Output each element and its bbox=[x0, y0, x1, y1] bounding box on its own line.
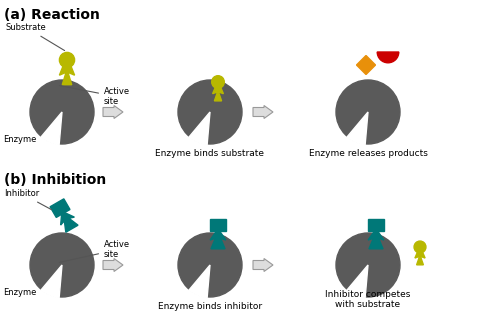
Circle shape bbox=[336, 233, 400, 297]
Circle shape bbox=[178, 233, 242, 297]
Text: Enzyme: Enzyme bbox=[3, 283, 40, 297]
Polygon shape bbox=[210, 231, 226, 249]
Wedge shape bbox=[377, 52, 399, 63]
Text: Substrate: Substrate bbox=[6, 23, 65, 51]
Text: Inhibitor: Inhibitor bbox=[4, 189, 52, 210]
Circle shape bbox=[414, 241, 426, 253]
Text: Active
site: Active site bbox=[59, 240, 130, 262]
Polygon shape bbox=[50, 199, 70, 217]
Circle shape bbox=[336, 80, 400, 144]
Text: (a) Reaction: (a) Reaction bbox=[4, 8, 100, 22]
Circle shape bbox=[30, 233, 94, 297]
Text: Active
site: Active site bbox=[59, 85, 130, 107]
Polygon shape bbox=[59, 66, 75, 85]
Circle shape bbox=[178, 80, 242, 144]
Polygon shape bbox=[368, 219, 384, 231]
Polygon shape bbox=[415, 252, 425, 265]
Wedge shape bbox=[41, 265, 62, 298]
FancyArrow shape bbox=[103, 106, 123, 119]
FancyArrow shape bbox=[253, 259, 273, 271]
Circle shape bbox=[212, 76, 224, 88]
Wedge shape bbox=[41, 112, 62, 145]
Text: (b) Inhibition: (b) Inhibition bbox=[4, 173, 106, 187]
Wedge shape bbox=[189, 265, 210, 298]
FancyArrow shape bbox=[253, 106, 273, 119]
Circle shape bbox=[30, 80, 94, 144]
Text: Enzyme: Enzyme bbox=[3, 130, 40, 144]
Text: Enzyme binds inhibitor: Enzyme binds inhibitor bbox=[158, 302, 262, 311]
Polygon shape bbox=[61, 213, 78, 232]
Circle shape bbox=[59, 52, 75, 68]
FancyArrow shape bbox=[103, 259, 123, 271]
Wedge shape bbox=[347, 112, 368, 145]
Polygon shape bbox=[368, 231, 384, 249]
Polygon shape bbox=[356, 56, 376, 74]
Wedge shape bbox=[189, 112, 210, 145]
Text: Inhibitor competes
with substrate: Inhibitor competes with substrate bbox=[325, 289, 411, 309]
Polygon shape bbox=[210, 219, 226, 231]
Wedge shape bbox=[347, 265, 368, 298]
Polygon shape bbox=[213, 87, 223, 101]
Text: Enzyme binds substrate: Enzyme binds substrate bbox=[156, 149, 264, 158]
Text: Enzyme releases products: Enzyme releases products bbox=[308, 149, 427, 158]
